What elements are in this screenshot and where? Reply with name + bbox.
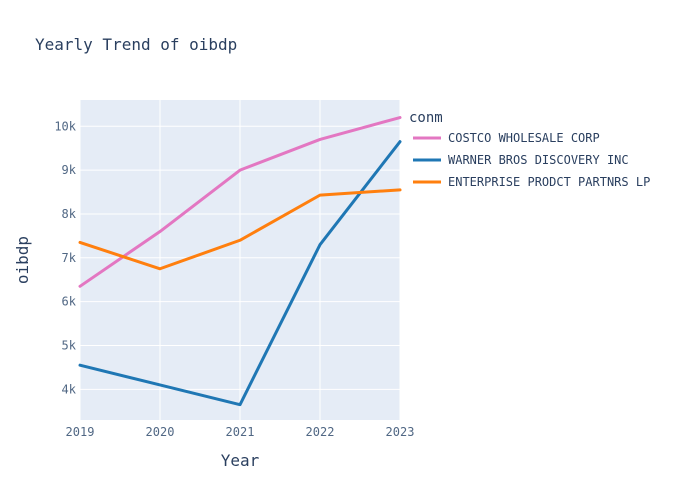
y-axis-title: oibdp	[13, 236, 32, 284]
legend-items: COSTCO WHOLESALE CORP WARNER BROS DISCOVE…	[413, 131, 650, 189]
y-tick-label: 8k	[62, 207, 77, 221]
x-tick-label: 2019	[66, 425, 95, 439]
series-line	[78, 188, 402, 271]
x-tick-label: 2023	[386, 425, 415, 439]
legend-title: conm	[409, 110, 443, 126]
series-line	[78, 140, 402, 407]
x-tick-label: 2020	[146, 425, 175, 439]
x-axis-ticks: 2019 2020 2021 2022 2023	[66, 425, 415, 439]
legend-item[interactable]: WARNER BROS DISCOVERY INC	[413, 153, 629, 167]
series-lines	[78, 116, 402, 407]
x-tick-label: 2021	[226, 425, 255, 439]
series-line	[78, 116, 402, 288]
y-tick-label: 4k	[62, 382, 77, 396]
x-axis-title: Year	[221, 451, 260, 470]
x-tick-label: 2022	[306, 425, 335, 439]
y-tick-label: 5k	[62, 338, 77, 352]
y-tick-label: 7k	[62, 251, 77, 265]
legend-label: COSTCO WHOLESALE CORP	[448, 131, 600, 145]
chart-title: Yearly Trend of oibdp	[35, 35, 237, 54]
legend-item[interactable]: COSTCO WHOLESALE CORP	[413, 131, 600, 145]
legend-item[interactable]: ENTERPRISE PRODCT PARTNRS LP	[413, 175, 650, 189]
legend: conm COSTCO WHOLESALE CORP WARNER BROS DI…	[409, 110, 650, 189]
y-tick-label: 6k	[62, 295, 77, 309]
legend-label: WARNER BROS DISCOVERY INC	[448, 153, 629, 167]
y-axis-ticks: 4k 5k 6k 7k 8k 9k 10k	[54, 119, 76, 396]
y-tick-label: 9k	[62, 163, 77, 177]
legend-label: ENTERPRISE PRODCT PARTNRS LP	[448, 175, 650, 189]
y-tick-label: 10k	[54, 119, 76, 133]
